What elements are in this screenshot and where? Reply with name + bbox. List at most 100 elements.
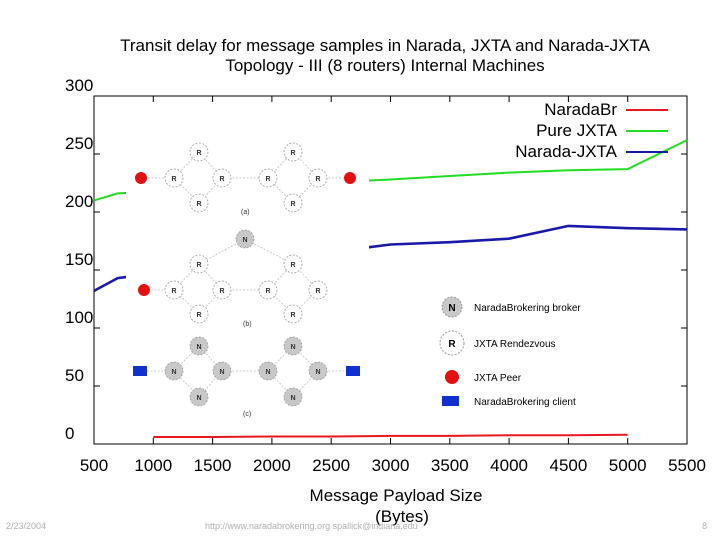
x-tick-label: 3500: [431, 456, 469, 475]
footer-contact: http://www.naradabrokering.org spallick@…: [205, 521, 418, 531]
diagram-a-label: (a): [241, 209, 250, 216]
broker-node-letter: N: [290, 344, 295, 351]
inset-legend: N NaradaBrokering broker R JXTA Rendezvo…: [434, 292, 582, 416]
broker-node-letter: N: [265, 369, 270, 376]
rendezvous-node-letter: R: [290, 150, 295, 157]
broker-swatch-icon: [441, 296, 463, 318]
legend-label-naradabr: NaradaBr: [544, 100, 617, 119]
x-tick-label: 1000: [134, 456, 172, 475]
broker-node-icon: [164, 361, 184, 381]
rendezvous-node-icon: [308, 168, 328, 188]
topology-link: [267, 151, 294, 179]
footer-date: 2/23/2004: [6, 521, 46, 531]
rendezvous-node-icon: [189, 304, 209, 324]
rendezvous-node-letter: R: [265, 176, 270, 183]
inset-legend-client: NaradaBrokering client: [474, 397, 576, 408]
rendezvous-node-letter: R: [196, 201, 201, 208]
broker-node-letter: N: [196, 344, 201, 351]
inset-legend-broker: NaradaBrokering broker: [474, 303, 581, 314]
rendezvous-node-icon: [258, 280, 278, 300]
broker-node-letter: N: [315, 369, 320, 376]
x-axis-label-line2: (Bytes): [375, 507, 429, 526]
legend: NaradaBr Pure JXTA Narada-JXTA: [515, 100, 668, 161]
peer-node-icon: [344, 172, 356, 184]
y-tick-label: 200: [65, 192, 93, 211]
chart-title-line2: Topology - III (8 routers) Internal Mach…: [225, 56, 544, 75]
rendezvous-node-icon: [283, 304, 303, 324]
topology-link: [267, 370, 294, 398]
x-tick-label: 2000: [253, 456, 291, 475]
y-tick-label: 0: [65, 424, 74, 443]
broker-node-letter: N: [290, 395, 295, 402]
rendezvous-swatch-icon: [439, 330, 465, 356]
x-axis: 500 1000 1500 2000 2500 3000 3500 4000 4500 5000 5…: [80, 96, 706, 475]
peer-swatch-icon: [445, 370, 459, 384]
y-axis: 0 50 100 150 200 250 300: [65, 76, 687, 445]
diagram-b: R R R R R R R R N: [138, 229, 328, 324]
rendezvous-node-icon: [212, 168, 232, 188]
broker-node-icon: [308, 361, 328, 381]
rendezvous-node-icon: [164, 280, 184, 300]
client-swatch-icon: [442, 396, 459, 406]
diagram-c-label: (c): [243, 411, 251, 418]
client-node-icon: [346, 366, 360, 376]
broker-node-icon: [283, 387, 303, 407]
rendezvous-node-icon: [189, 254, 209, 274]
rendezvous-node-letter: R: [196, 150, 201, 157]
peer-node-icon: [138, 284, 150, 296]
x-tick-label: 5500: [668, 456, 706, 475]
diagram-c: N N N N N N N N: [133, 336, 360, 407]
x-tick-label: 500: [80, 456, 108, 475]
broker-node-icon: [212, 361, 232, 381]
rendezvous-node-letter: R: [196, 262, 201, 269]
x-tick-label: 1500: [194, 456, 232, 475]
broker-node-icon: [258, 361, 278, 381]
topology-link: [173, 370, 200, 398]
y-tick-label: 250: [65, 134, 93, 153]
inset-background: [126, 128, 369, 428]
rendezvous-node-letter: R: [265, 288, 270, 295]
rendezvous-node-letter: R: [315, 288, 320, 295]
rendezvous-node-icon: [189, 142, 209, 162]
topology-link: [292, 370, 319, 398]
broker-node-icon: [235, 229, 255, 249]
diagram-a: R R R R R R R R: [135, 142, 356, 213]
x-tick-label: 2500: [312, 456, 350, 475]
topology-inset: R R R R R R R R R R R R R R R R N N N N N N N N N (a) (b) (c): [126, 128, 369, 428]
x-tick-label: 4500: [549, 456, 587, 475]
inset-legend-rendezvous: JXTA Rendezvous: [474, 339, 556, 350]
rendezvous-node-icon: [308, 280, 328, 300]
broker-node-icon: [189, 336, 209, 356]
rendezvous-node-icon: [283, 193, 303, 213]
rendezvous-node-letter: R: [171, 288, 176, 295]
rendezvous-node-letter: R: [171, 176, 176, 183]
rendezvous-node-icon: [164, 168, 184, 188]
topology-link: [267, 263, 294, 291]
broker-node-icon: [283, 336, 303, 356]
rendezvous-node-letter: R: [219, 288, 224, 295]
client-node-icon: [133, 366, 147, 376]
rendezvous-node-letter: R: [290, 262, 295, 269]
legend-label-pure-jxta: Pure JXTA: [536, 121, 618, 140]
broker-node-icon: [189, 387, 209, 407]
legend-label-narada-jxta: Narada-JXTA: [515, 142, 617, 161]
footer-page-number: 8: [702, 521, 707, 531]
rendezvous-node-icon: [189, 193, 209, 213]
x-axis-label-line1: Message Payload Size: [310, 486, 483, 505]
broker-node-letter: N: [219, 369, 224, 376]
x-tick-label: 3000: [372, 456, 410, 475]
rendezvous-node-letter: R: [290, 312, 295, 319]
y-tick-label: 50: [65, 366, 84, 385]
y-tick-label: 150: [65, 250, 93, 269]
rendezvous-node-letter: R: [290, 201, 295, 208]
broker-node-letter: N: [242, 237, 247, 244]
rendezvous-node-icon: [212, 280, 232, 300]
rendezvous-node-letter: R: [219, 176, 224, 183]
rendezvous-node-icon: [283, 254, 303, 274]
x-tick-label: 5000: [609, 456, 647, 475]
y-tick-label: 300: [65, 76, 93, 95]
topology-link: [292, 151, 319, 179]
topology-link: [173, 263, 200, 291]
rendezvous-node-letter: R: [315, 176, 320, 183]
